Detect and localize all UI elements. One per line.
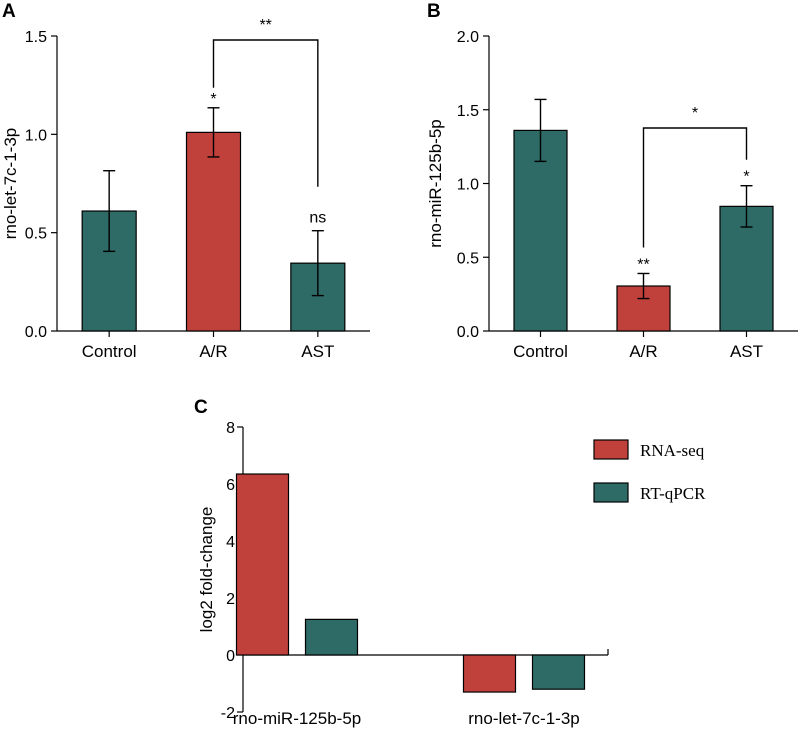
y-tick-label: 0.5 xyxy=(25,226,47,243)
panel-a-label: A xyxy=(2,1,16,22)
panel-a: A 0.0 0.5 1.0 1.5 rno-let-7c-1-3p Control A/R *… xyxy=(1,1,370,361)
x-tick-label: AST xyxy=(301,342,334,361)
x-tick-label: AST xyxy=(730,342,763,361)
y-tick-label: 1.5 xyxy=(25,29,47,46)
bar-rt-qpcr xyxy=(304,618,359,656)
x-tick-label: rno-let-7c-1-3p xyxy=(468,709,580,728)
x-tick-label: A/R xyxy=(629,342,657,361)
y-tick-label: 2 xyxy=(226,591,235,608)
bar-rna-seq xyxy=(462,654,517,693)
y-tick-label: 8 xyxy=(226,420,235,437)
comparison-bracket xyxy=(642,127,748,248)
panel-c: C -2 0 2 4 6 8 log2 fold-change rno-miR-125b-5p… xyxy=(194,397,706,728)
significance-label: ns xyxy=(309,210,326,227)
y-tick-label: 0.5 xyxy=(457,250,479,267)
comparison-label: ** xyxy=(259,17,271,34)
significance-label: ** xyxy=(637,256,649,273)
y-axis-title: rno-let-7c-1-3p xyxy=(1,128,20,240)
bar-rna-seq xyxy=(235,473,290,656)
x-tick-label: Control xyxy=(513,342,568,361)
y-tick-label: 0.0 xyxy=(457,324,479,341)
y-tick-label: 1.5 xyxy=(457,103,479,120)
y-tick-label: -2 xyxy=(221,705,235,722)
bar-rt-qpcr xyxy=(531,654,586,690)
y-axis-title: rno-miR-125b-5p xyxy=(426,119,445,248)
y-tick-label: 0.0 xyxy=(25,324,47,341)
y-tick-label: 1.0 xyxy=(457,177,479,194)
legend-swatch xyxy=(593,482,629,503)
legend-label: RNA-seq xyxy=(640,441,705,460)
comparison-bracket xyxy=(212,39,319,187)
panel-b-label: B xyxy=(427,1,441,22)
panel-c-label: C xyxy=(194,397,208,418)
x-tick-label: Control xyxy=(82,342,137,361)
comparison-label: * xyxy=(692,105,698,122)
x-tick-label: A/R xyxy=(199,342,227,361)
y-tick-label: 6 xyxy=(226,477,235,494)
legend-swatch xyxy=(593,439,629,460)
y-axis-title: log2 fold-change xyxy=(197,507,216,633)
y-tick-label: 0 xyxy=(226,648,235,665)
y-tick-label: 4 xyxy=(226,534,235,551)
significance-label: * xyxy=(743,169,749,186)
y-tick-label: 1.0 xyxy=(25,127,47,144)
panel-b: B 0.0 0.5 1.0 1.5 2.0 rno-miR-125b-5p Control A… xyxy=(426,1,798,361)
x-tick-label: rno-miR-125b-5p xyxy=(233,709,362,728)
y-tick-label: 2.0 xyxy=(457,29,479,46)
significance-label: * xyxy=(210,91,216,108)
bar xyxy=(185,131,242,332)
legend-label: RT-qPCR xyxy=(640,484,706,503)
